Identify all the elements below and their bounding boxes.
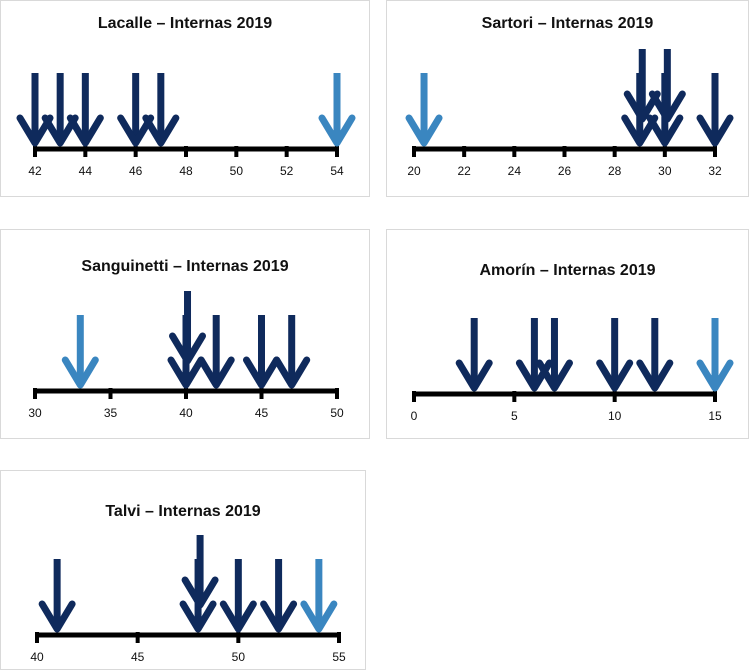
data-point-arrow	[142, 73, 180, 147]
arrow-head	[455, 359, 493, 392]
arrow-head	[181, 576, 219, 609]
x-tick-label: 45	[255, 406, 269, 420]
data-point-arrow	[169, 291, 207, 365]
arrow-head	[648, 90, 686, 123]
data-point-arrow	[623, 49, 661, 123]
arrow-head	[38, 600, 76, 633]
arrow-head	[623, 90, 661, 123]
arrow-head	[696, 114, 734, 147]
data-point-arrow	[38, 559, 76, 633]
x-tick-label: 50	[232, 650, 246, 664]
chart-title: Lacalle – Internas 2019	[97, 15, 273, 32]
x-tick-label: 28	[608, 164, 622, 178]
arrow-head	[219, 600, 257, 633]
chart-svg: 30 35 40 45 50	[28, 291, 344, 420]
x-tick-label: 10	[608, 409, 622, 423]
chart-panel-lacalle: 42 44 46 48 50 52 54 Lacalle – Internas 2019	[0, 0, 370, 197]
x-tick-label: 50	[230, 164, 244, 178]
arrow-head	[66, 114, 104, 147]
arrow-head	[61, 356, 99, 389]
data-point-arrow	[117, 73, 155, 147]
chart-svg: 42 44 46 48 50 52 54	[16, 73, 356, 178]
data-point-arrow	[197, 315, 235, 389]
x-tick-label: 32	[708, 164, 722, 178]
x-tick-label: 45	[131, 650, 145, 664]
arrow-head	[646, 114, 684, 147]
chart-panel-sartori: 20 22 24 26 28 30 32 Sartori – Internas 2019	[386, 0, 749, 197]
data-point-arrow	[636, 318, 674, 392]
arrow-head	[405, 114, 443, 147]
arrow-head	[696, 359, 734, 392]
arrow-head	[636, 359, 674, 392]
arrow-head	[41, 114, 79, 147]
data-point-arrow	[41, 73, 79, 147]
data-point-arrow	[318, 73, 356, 147]
chart-panel-amorin: 0 5 10 15 Amorín – Internas 2019	[386, 229, 749, 439]
chart-svg: 20 22 24 26 28 30 32	[405, 49, 734, 178]
data-point-arrow	[300, 559, 338, 633]
data-point-arrow	[61, 315, 99, 389]
x-tick-label: 35	[104, 406, 118, 420]
data-point-arrow	[596, 318, 634, 392]
arrow-head	[243, 356, 280, 389]
chart-title: Amorín – Internas 2019	[479, 262, 656, 279]
data-point-arrow	[455, 318, 493, 392]
arrow-head	[167, 356, 205, 389]
x-tick-label: 50	[330, 406, 344, 420]
x-tick-label: 5	[511, 409, 518, 423]
x-tick-label: 30	[658, 164, 672, 178]
data-point-arrow	[16, 73, 54, 147]
x-tick-label: 26	[558, 164, 572, 178]
arrow-head	[535, 359, 573, 392]
chart-svg: 40 45 50 55	[30, 535, 346, 664]
data-point-arrow	[273, 315, 311, 389]
arrow-head	[318, 114, 356, 147]
x-tick-label: 46	[129, 164, 143, 178]
x-tick-label: 15	[708, 409, 722, 423]
chart-panel-talvi: 40 45 50 55 Talvi – Internas 2019	[0, 470, 366, 670]
x-tick-label: 48	[179, 164, 193, 178]
arrow-head	[117, 114, 155, 147]
x-tick-label: 54	[330, 164, 344, 178]
arrow-head	[197, 356, 235, 389]
data-point-arrow	[648, 49, 686, 123]
x-tick-label: 0	[411, 409, 418, 423]
x-tick-label: 44	[79, 164, 93, 178]
data-point-arrow	[696, 73, 734, 147]
x-tick-label: 24	[508, 164, 522, 178]
arrow-head	[16, 114, 54, 147]
data-point-arrow	[66, 73, 104, 147]
arrow-head	[596, 359, 634, 392]
x-tick-label: 20	[407, 164, 421, 178]
arrow-head	[260, 600, 298, 633]
data-point-arrow	[243, 315, 280, 389]
chart-title: Sanguinetti – Internas 2019	[81, 258, 289, 275]
data-point-arrow	[696, 318, 734, 392]
arrow-head	[142, 114, 180, 147]
x-tick-label: 52	[280, 164, 294, 178]
arrow-head	[300, 600, 338, 633]
arrow-head	[621, 114, 659, 147]
arrow-head	[169, 332, 207, 365]
x-tick-label: 55	[332, 650, 346, 664]
data-point-arrow	[260, 559, 298, 633]
data-point-arrow	[535, 318, 573, 392]
data-point-arrow	[219, 559, 257, 633]
x-tick-label: 42	[28, 164, 42, 178]
x-tick-label: 40	[30, 650, 44, 664]
chart-title: Sartori – Internas 2019	[481, 15, 654, 32]
data-point-arrow	[181, 535, 219, 609]
data-point-arrow	[405, 73, 443, 147]
chart-svg: 0 5 10 15	[411, 318, 734, 423]
chart-title: Talvi – Internas 2019	[105, 503, 261, 520]
x-tick-label: 40	[179, 406, 193, 420]
x-tick-label: 30	[28, 406, 42, 420]
chart-panel-sanguinetti: 30 35 40 45 50 Sanguinetti – Internas 2019	[0, 229, 370, 439]
x-tick-label: 22	[457, 164, 471, 178]
arrow-head	[179, 600, 217, 633]
arrow-head	[273, 356, 311, 389]
